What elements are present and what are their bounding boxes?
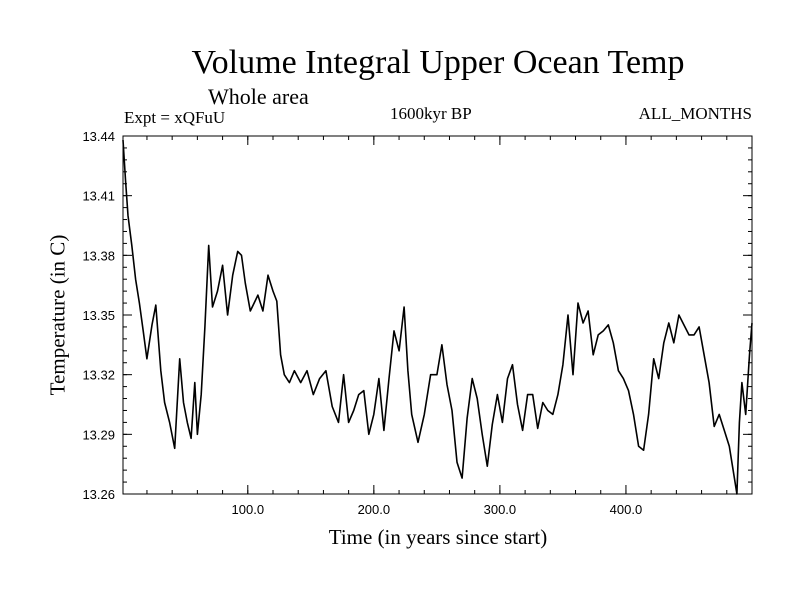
x-axis-label: Time (in years since start) xyxy=(328,525,548,549)
experiment-label: Expt = xQFuU xyxy=(124,108,226,127)
x-tick-label-0: 100.0 xyxy=(232,502,265,517)
series-line-0 xyxy=(122,139,753,495)
y-tick-label-3: 13.35 xyxy=(82,308,115,323)
y-tick-label-2: 13.32 xyxy=(82,368,115,383)
x-tick-label-3: 400.0 xyxy=(610,502,643,517)
months-label: ALL_MONTHS xyxy=(638,104,752,123)
period-label: 1600kyr BP xyxy=(390,104,472,123)
chart-subtitle: Whole area xyxy=(208,84,309,109)
y-tick-label-0: 13.26 xyxy=(82,487,115,502)
x-tick-label-2: 300.0 xyxy=(484,502,517,517)
plot-frame xyxy=(122,135,753,495)
y-tick-label-1: 13.29 xyxy=(82,427,115,442)
y-tick-label-5: 13.41 xyxy=(82,189,115,204)
x-tick-label-1: 200.0 xyxy=(358,502,391,517)
y-tick-label-6: 13.44 xyxy=(82,129,115,144)
chart-title: Volume Integral Upper Ocean Temp xyxy=(191,44,685,81)
y-tick-label-4: 13.38 xyxy=(82,248,115,263)
